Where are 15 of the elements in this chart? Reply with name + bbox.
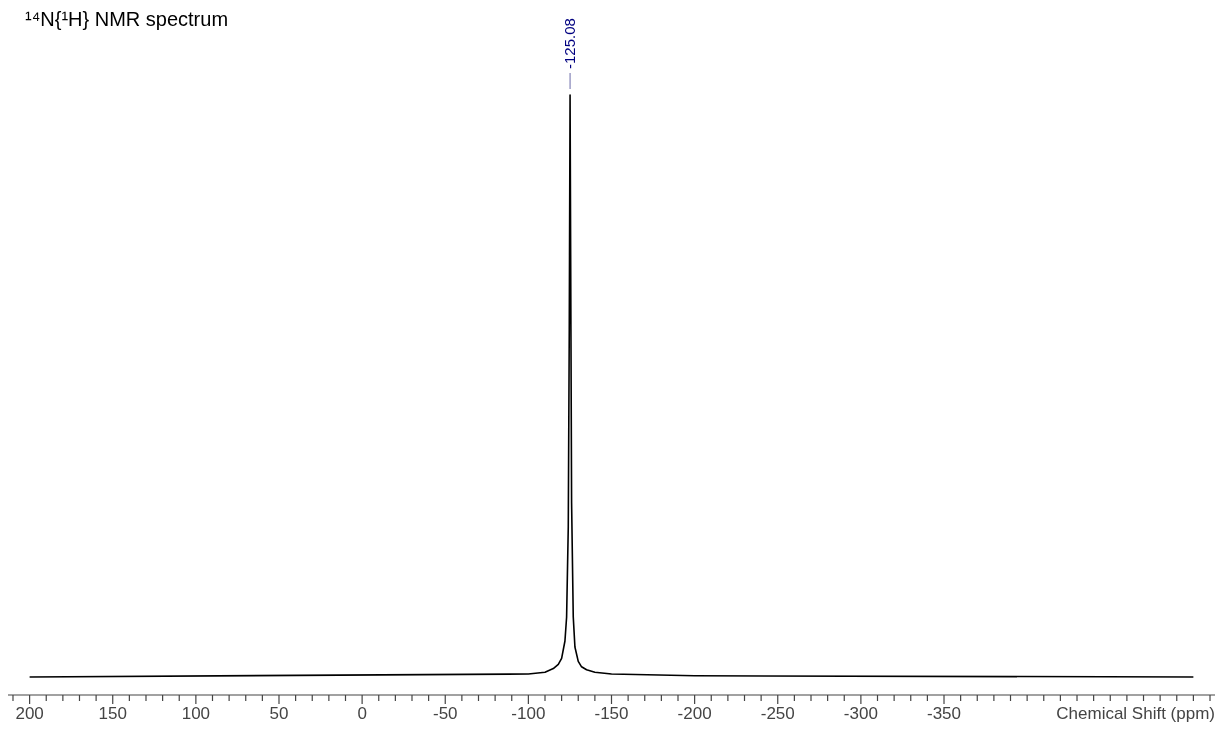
x-tick-label: 150 [98, 704, 127, 723]
x-axis-title: Chemical Shift (ppm) [1056, 704, 1215, 723]
x-tick-label: -200 [677, 704, 712, 723]
x-tick-label: -150 [594, 704, 629, 723]
x-tick-label: 50 [269, 704, 289, 723]
x-tick-label: -100 [511, 704, 546, 723]
x-tick-label: -250 [760, 704, 795, 723]
x-tick-label: -300 [843, 704, 878, 723]
x-tick-label: -350 [926, 704, 962, 723]
x-tick-label: 200 [15, 704, 44, 723]
x-tick-label: -50 [432, 704, 458, 723]
chart-title: ¹⁴N{¹H} NMR spectrum [25, 8, 229, 30]
x-tick-label: 0 [357, 704, 367, 723]
annotation: -125.08 [561, 18, 579, 69]
x-tick-label: 100 [181, 704, 211, 723]
